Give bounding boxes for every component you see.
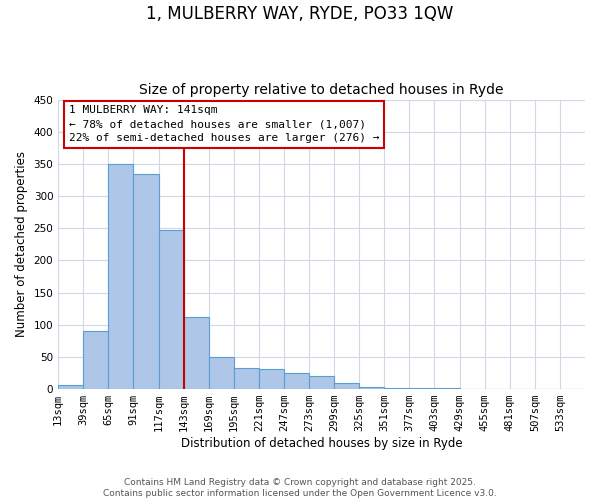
Bar bbox=[209, 357, 234, 389]
Bar bbox=[58, 384, 83, 389]
Text: Contains HM Land Registry data © Crown copyright and database right 2025.
Contai: Contains HM Land Registry data © Crown c… bbox=[103, 478, 497, 498]
Bar bbox=[234, 368, 259, 389]
Bar bbox=[184, 317, 209, 389]
Bar bbox=[334, 384, 359, 389]
Bar bbox=[259, 369, 284, 389]
Title: Size of property relative to detached houses in Ryde: Size of property relative to detached ho… bbox=[139, 83, 504, 97]
Bar bbox=[434, 388, 460, 389]
Bar bbox=[158, 230, 184, 389]
X-axis label: Distribution of detached houses by size in Ryde: Distribution of detached houses by size … bbox=[181, 437, 463, 450]
Bar bbox=[309, 376, 334, 389]
Bar bbox=[409, 388, 434, 389]
Text: 1 MULBERRY WAY: 141sqm
← 78% of detached houses are smaller (1,007)
22% of semi-: 1 MULBERRY WAY: 141sqm ← 78% of detached… bbox=[69, 106, 379, 144]
Bar bbox=[109, 164, 133, 389]
Text: 1, MULBERRY WAY, RYDE, PO33 1QW: 1, MULBERRY WAY, RYDE, PO33 1QW bbox=[146, 5, 454, 23]
Y-axis label: Number of detached properties: Number of detached properties bbox=[15, 152, 28, 338]
Bar bbox=[83, 331, 109, 389]
Bar bbox=[284, 373, 309, 389]
Bar bbox=[385, 388, 409, 389]
Bar bbox=[133, 174, 158, 389]
Bar bbox=[359, 386, 385, 389]
